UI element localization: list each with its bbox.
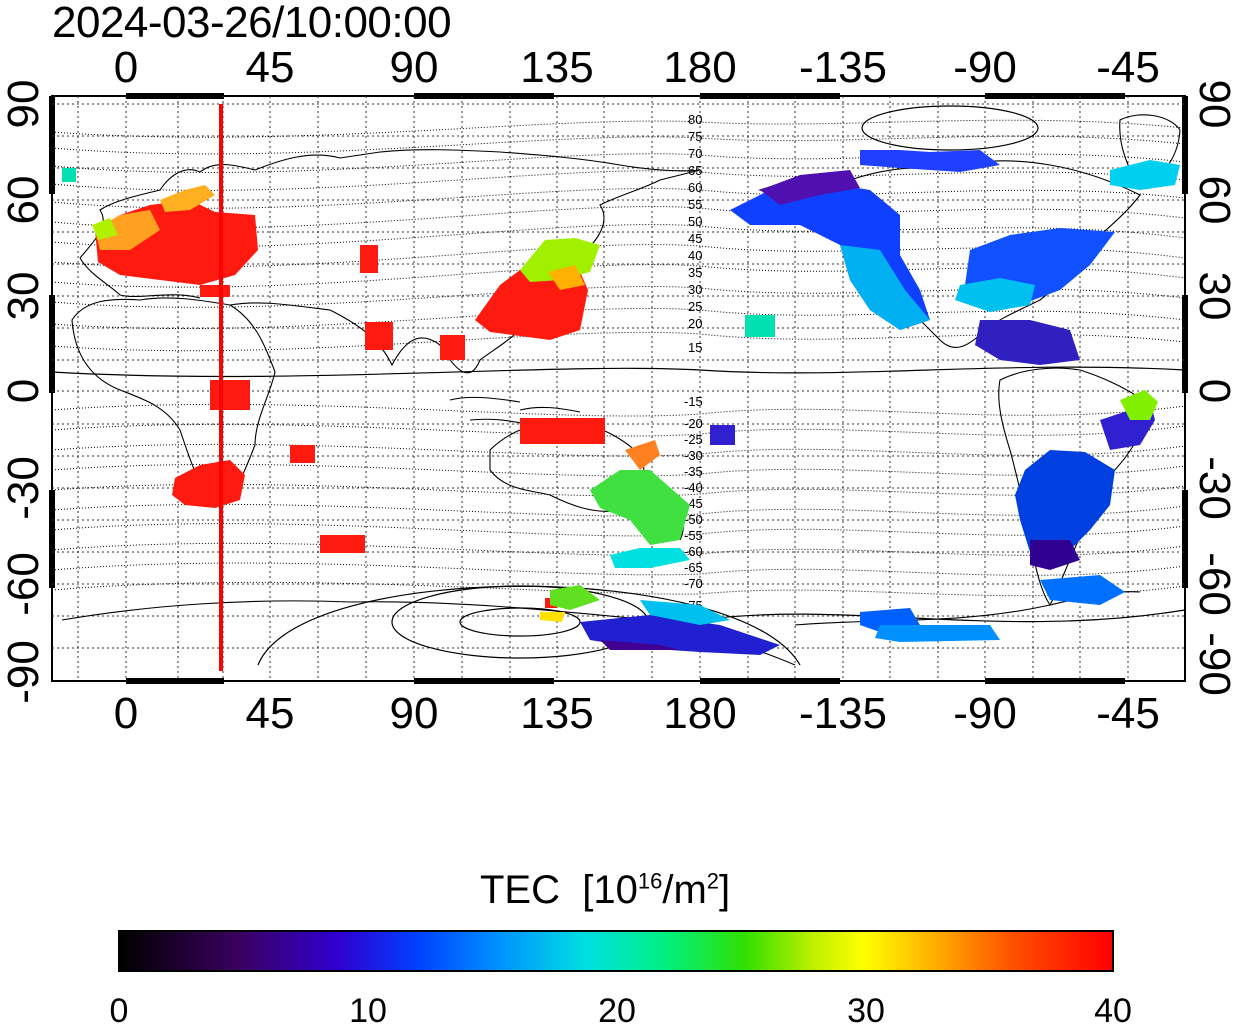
- contour-label: 50: [688, 214, 702, 229]
- colorbar-gradient: [118, 930, 1114, 972]
- contour-label: -40: [684, 480, 703, 495]
- colorbar-title-main: TEC: [480, 868, 560, 912]
- colorbar-unit-exp2: 2: [706, 868, 720, 894]
- y-tick-label-right: 90: [1190, 80, 1235, 129]
- y-tick-label-left: 60: [0, 176, 48, 225]
- contour-label: 35: [688, 265, 702, 280]
- x-tick-label-top: 0: [114, 43, 138, 92]
- contour-label: -20: [684, 416, 703, 431]
- contour-label: -50: [684, 512, 703, 527]
- x-tick-label-bottom: 180: [663, 689, 736, 738]
- contour-label: 70: [688, 146, 702, 161]
- contour-label: 60: [688, 180, 702, 195]
- contour-label: -65: [684, 560, 703, 575]
- colorbar-tick: 20: [598, 992, 636, 1030]
- tec-patch-south-america: [1015, 450, 1115, 565]
- contour-label: 45: [688, 231, 702, 246]
- x-tick-label-bottom: 45: [246, 689, 295, 738]
- contour-label: 30: [688, 282, 702, 297]
- colorbar-tick: 10: [349, 992, 387, 1030]
- y-tick-label-right: 0: [1190, 379, 1235, 403]
- x-tick-label-bottom: -90: [953, 689, 1017, 738]
- contour-label: 75: [688, 129, 702, 144]
- y-tick-label-right: 30: [1190, 272, 1235, 321]
- x-axis-bottom: 0 45 90 135 180 -135 -90 -45: [114, 689, 1160, 738]
- y-tick-label-right: -30: [1190, 456, 1235, 520]
- colorbar-tick: 40: [1094, 992, 1132, 1030]
- colorbar-unit-exp: 16: [637, 868, 663, 894]
- contour-label: -55: [684, 528, 703, 543]
- y-tick-label-left: 90: [0, 80, 48, 129]
- colorbar-unit-suffix: ]: [719, 868, 731, 912]
- contour-label: 40: [688, 248, 702, 263]
- map-title: 2024-03-26/10:00:00: [52, 0, 452, 47]
- y-tick-label-right: -90: [1190, 632, 1235, 696]
- x-tick-label-bottom: 135: [520, 689, 593, 738]
- contour-label: -30: [684, 448, 703, 463]
- y-tick-label-left: 0: [0, 379, 48, 403]
- contour-label: -15: [684, 394, 703, 409]
- x-tick-label-bottom: 0: [114, 689, 138, 738]
- contour-label: 20: [688, 316, 702, 331]
- x-tick-label-bottom: -135: [799, 689, 887, 738]
- tec-patch-south-africa: [172, 460, 245, 508]
- contour-label: -25: [684, 432, 703, 447]
- x-axis-top: 0 45 90 135 180 -135 -90 -45: [114, 43, 1160, 92]
- y-tick-label-left: -90: [0, 640, 48, 704]
- y-tick-label-right: 60: [1190, 176, 1235, 225]
- y-tick-label-left: 30: [0, 272, 48, 321]
- y-tick-label-left: -30: [0, 456, 48, 520]
- y-axis-right: 90 60 30 0 -30 -60 -90: [1190, 80, 1235, 696]
- y-tick-label-left: -60: [0, 552, 48, 616]
- x-tick-label-top: 90: [390, 43, 439, 92]
- contour-label: 55: [688, 197, 702, 212]
- contour-label: -35: [684, 464, 703, 479]
- contour-labels-north: 80 75 70 65 60 55 50 45 40 35 30 25 20 1…: [688, 112, 702, 355]
- contour-label: 65: [688, 163, 702, 178]
- x-tick-label-top: -45: [1096, 43, 1160, 92]
- contour-label: 80: [688, 112, 702, 127]
- y-tick-label-right: -60: [1190, 552, 1235, 616]
- y-axis-left: 90 60 30 0 -30 -60 -90: [0, 80, 48, 704]
- colorbar-tick: 30: [847, 992, 885, 1030]
- x-tick-label-bottom: 90: [390, 689, 439, 738]
- contour-label: 25: [688, 299, 702, 314]
- x-tick-label-top: -90: [953, 43, 1017, 92]
- x-tick-label-top: 180: [663, 43, 736, 92]
- contour-label: -60: [684, 544, 703, 559]
- magnetic-contours: [51, 119, 1186, 597]
- colorbar-unit-mid: /m: [662, 868, 707, 912]
- x-tick-label-bottom: -45: [1096, 689, 1160, 738]
- axis-bars: [49, 93, 1188, 684]
- colorbar-title: TEC [1016/m2]: [480, 868, 730, 913]
- x-tick-label-top: 135: [520, 43, 593, 92]
- tec-patches: [62, 150, 1180, 655]
- x-tick-label-top: 45: [246, 43, 295, 92]
- colorbar-tick: 0: [109, 992, 129, 1030]
- contour-label: -70: [684, 576, 703, 591]
- contour-label: 15: [688, 340, 702, 355]
- colorbar-unit-prefix: [10: [582, 868, 638, 912]
- x-tick-label-top: -135: [799, 43, 887, 92]
